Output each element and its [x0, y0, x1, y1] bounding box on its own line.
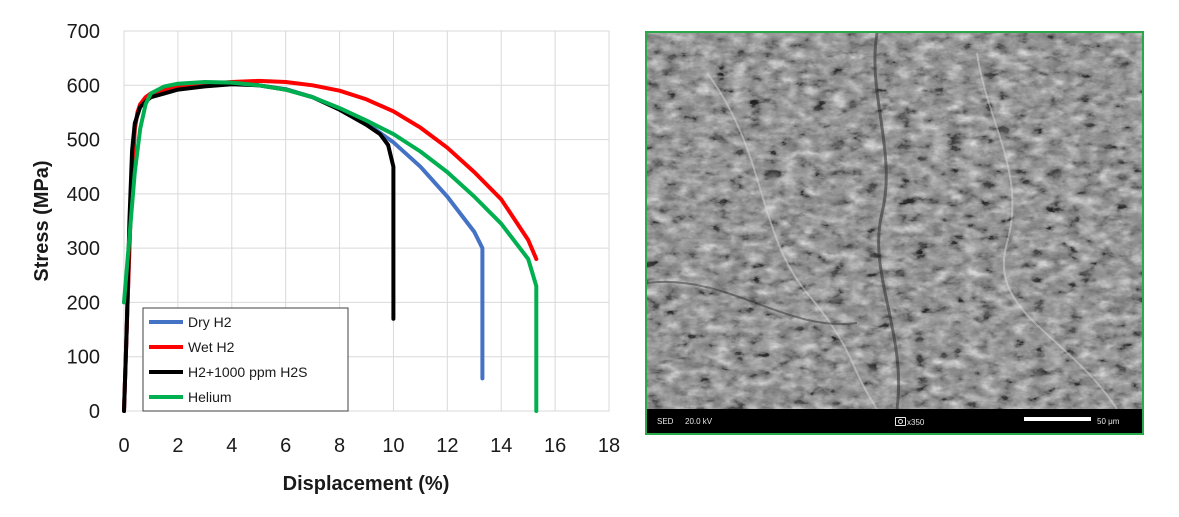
sem-voltage-label: 20.0 kV: [685, 417, 713, 426]
legend-label: Helium: [188, 389, 232, 405]
legend-label: H2+1000 ppm H2S: [188, 364, 307, 380]
x-tick-label: 4: [226, 435, 237, 457]
legend: Dry H2 Wet H2 H2+1000 ppm H2S Helium: [142, 307, 349, 412]
legend-box: [142, 307, 349, 412]
x-tick-label: 2: [172, 435, 183, 457]
stress-displacement-chart: 0 100 200 300 400 500 600 700 0 2 4 6 8 10 12 14 16 18 Di…: [31, 21, 621, 495]
tick-labels: 0 100 200 300 400 500 600 700 0 2 4 6 8 10 12 14 16 18: [67, 21, 621, 457]
sem-magnification-value: x350: [907, 418, 925, 427]
sem-fracture-image: [647, 33, 1142, 409]
x-tick-label: 16: [544, 435, 566, 457]
legend-label: Wet H2: [188, 339, 235, 355]
y-axis-title: Stress (MPa): [31, 160, 53, 281]
y-tick-label: 100: [67, 347, 100, 369]
sem-micrograph-panel: SED 20.0 kV x350 50 μm: [645, 31, 1144, 435]
x-tick-label: 12: [436, 435, 458, 457]
sem-scale-bar: [1024, 417, 1091, 421]
series-line-2: [122, 82, 396, 413]
y-tick-label: 0: [89, 401, 100, 423]
y-tick-label: 200: [67, 292, 100, 314]
x-tick-label: 0: [118, 435, 129, 457]
x-tick-label: 6: [280, 435, 291, 457]
camera-icon: [895, 417, 906, 426]
y-tick-label: 600: [67, 75, 100, 97]
series-line-3: [122, 80, 539, 413]
sem-scale-label: 50 μm: [1097, 417, 1120, 426]
x-tick-label: 8: [334, 435, 345, 457]
x-tick-label: 14: [490, 435, 512, 457]
legend-label: Dry H2: [188, 314, 232, 330]
sem-detector-label: SED: [657, 417, 674, 426]
y-tick-label: 500: [67, 130, 100, 152]
sem-magnification: x350: [895, 417, 924, 427]
x-tick-label: 10: [382, 435, 404, 457]
x-axis-title: Displacement (%): [283, 473, 450, 495]
x-tick-label: 18: [598, 435, 620, 457]
gridlines: [124, 30, 610, 411]
y-tick-label: 400: [67, 184, 100, 206]
chart-canvas: 0 100 200 300 400 500 600 700 0 2 4 6 8 10 12 14 16 18 Di…: [31, 21, 621, 495]
series-lines: [122, 78, 539, 413]
sem-info-bar: SED 20.0 kV x350 50 μm: [647, 409, 1142, 433]
y-tick-label: 300: [67, 238, 100, 260]
y-tick-label: 700: [67, 21, 100, 43]
